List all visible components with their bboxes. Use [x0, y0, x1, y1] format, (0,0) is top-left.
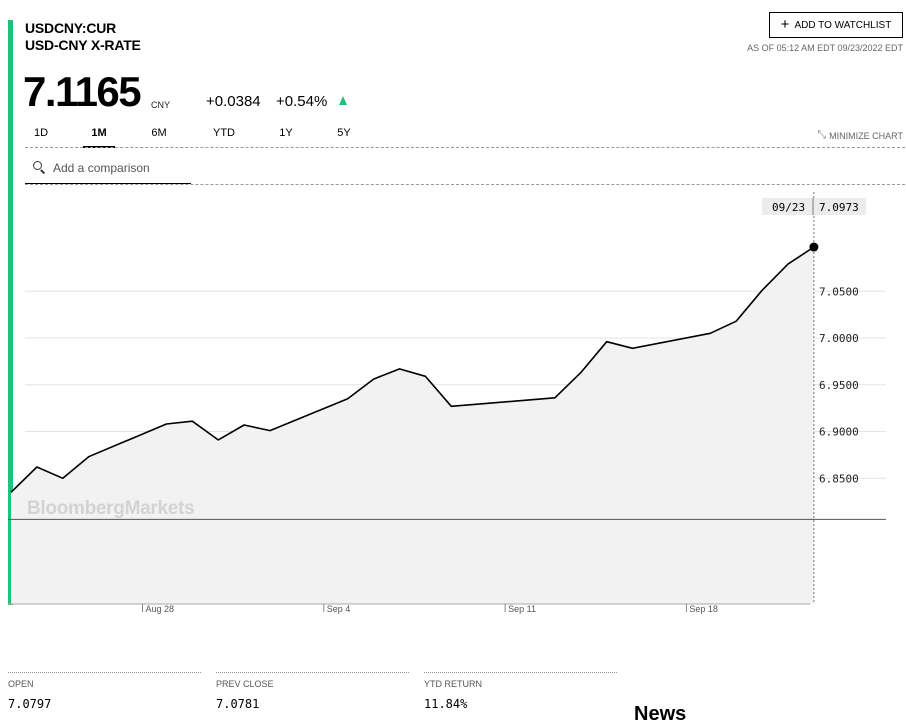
accent-bar: [8, 20, 13, 605]
y-tick-label: 6.9000: [819, 426, 859, 439]
hover-tooltip: 09/23 7.0973: [762, 198, 866, 215]
x-tick-label: Sep 4: [327, 604, 351, 614]
y-tick-label: 6.9500: [819, 379, 859, 392]
y-tick-label: 7.0500: [819, 285, 859, 298]
price-chart[interactable]: BloombergMarkets 09/23 7.0973 7.0500 7.00…: [0, 188, 906, 614]
tab-ytd[interactable]: YTD: [213, 127, 235, 139]
x-tick-label: Aug 28: [146, 604, 175, 614]
stat-value: 7.0781: [216, 697, 260, 711]
news-heading: News: [634, 703, 687, 722]
search-icon: [33, 161, 46, 174]
add-to-watchlist-button[interactable]: + ADD TO WATCHLIST: [769, 12, 903, 38]
y-tick-label: 6.8500: [819, 472, 859, 485]
comparison-placeholder: Add a comparison: [53, 160, 150, 175]
price-change-percent: +0.54%: [276, 93, 328, 110]
tab-6m[interactable]: 6M: [151, 127, 167, 139]
tab-1m[interactable]: 1M: [83, 126, 115, 148]
tab-5y[interactable]: 5Y: [337, 127, 351, 139]
price-line: [10, 246, 815, 493]
stat-open: OPEN 7.0797: [8, 672, 201, 711]
stat-ytd-return: YTD RETURN 11.84%: [424, 672, 617, 711]
minimize-chart-button[interactable]: ⤡ MINIMIZE CHART: [817, 129, 903, 142]
add-comparison-input[interactable]: Add a comparison: [25, 152, 191, 184]
tabs-divider: [25, 147, 905, 148]
price-area-fill: [11, 247, 814, 604]
last-price-marker: [809, 242, 819, 252]
last-price: 7.1165: [23, 68, 142, 115]
stat-prev-close: PREV CLOSE 7.0781: [216, 672, 409, 711]
compare-divider: [25, 184, 905, 185]
stat-value: 7.0797: [8, 697, 52, 711]
x-axis-ticks: Aug 28 Sep 4 Sep 11 Sep 18: [142, 604, 718, 614]
x-tick-label: Sep 18: [689, 604, 718, 614]
stat-label: PREV CLOSE: [216, 679, 274, 689]
watchlist-label: ADD TO WATCHLIST: [794, 19, 892, 31]
stat-label: OPEN: [8, 679, 34, 689]
plus-icon: +: [780, 16, 790, 33]
tooltip-value: 7.0973: [819, 201, 859, 214]
up-arrow-icon: [339, 96, 347, 105]
security-name: USD-CNY X-RATE: [25, 37, 141, 53]
stat-label: YTD RETURN: [424, 679, 482, 689]
bloomberg-watermark: BloombergMarkets: [27, 498, 194, 519]
price-currency: CNY: [151, 100, 171, 110]
tab-1y[interactable]: 1Y: [279, 127, 293, 139]
y-axis-ticks: 7.0500 7.0000 6.9500 6.9000 6.8500: [819, 285, 859, 485]
minimize-icon: ⤡: [817, 129, 827, 141]
stat-value: 11.84%: [424, 697, 468, 711]
as-of-timestamp: AS OF 05:12 AM EDT 09/23/2022 EDT: [747, 43, 903, 53]
y-tick-label: 7.0000: [819, 332, 859, 345]
tooltip-date: 09/23: [772, 201, 805, 214]
ticker-symbol: USDCNY:CUR: [25, 20, 117, 36]
price-change: +0.0384: [206, 93, 261, 110]
minimize-label: MINIMIZE CHART: [829, 130, 903, 141]
x-tick-label: Sep 11: [508, 604, 536, 614]
tab-1d[interactable]: 1D: [33, 127, 49, 139]
